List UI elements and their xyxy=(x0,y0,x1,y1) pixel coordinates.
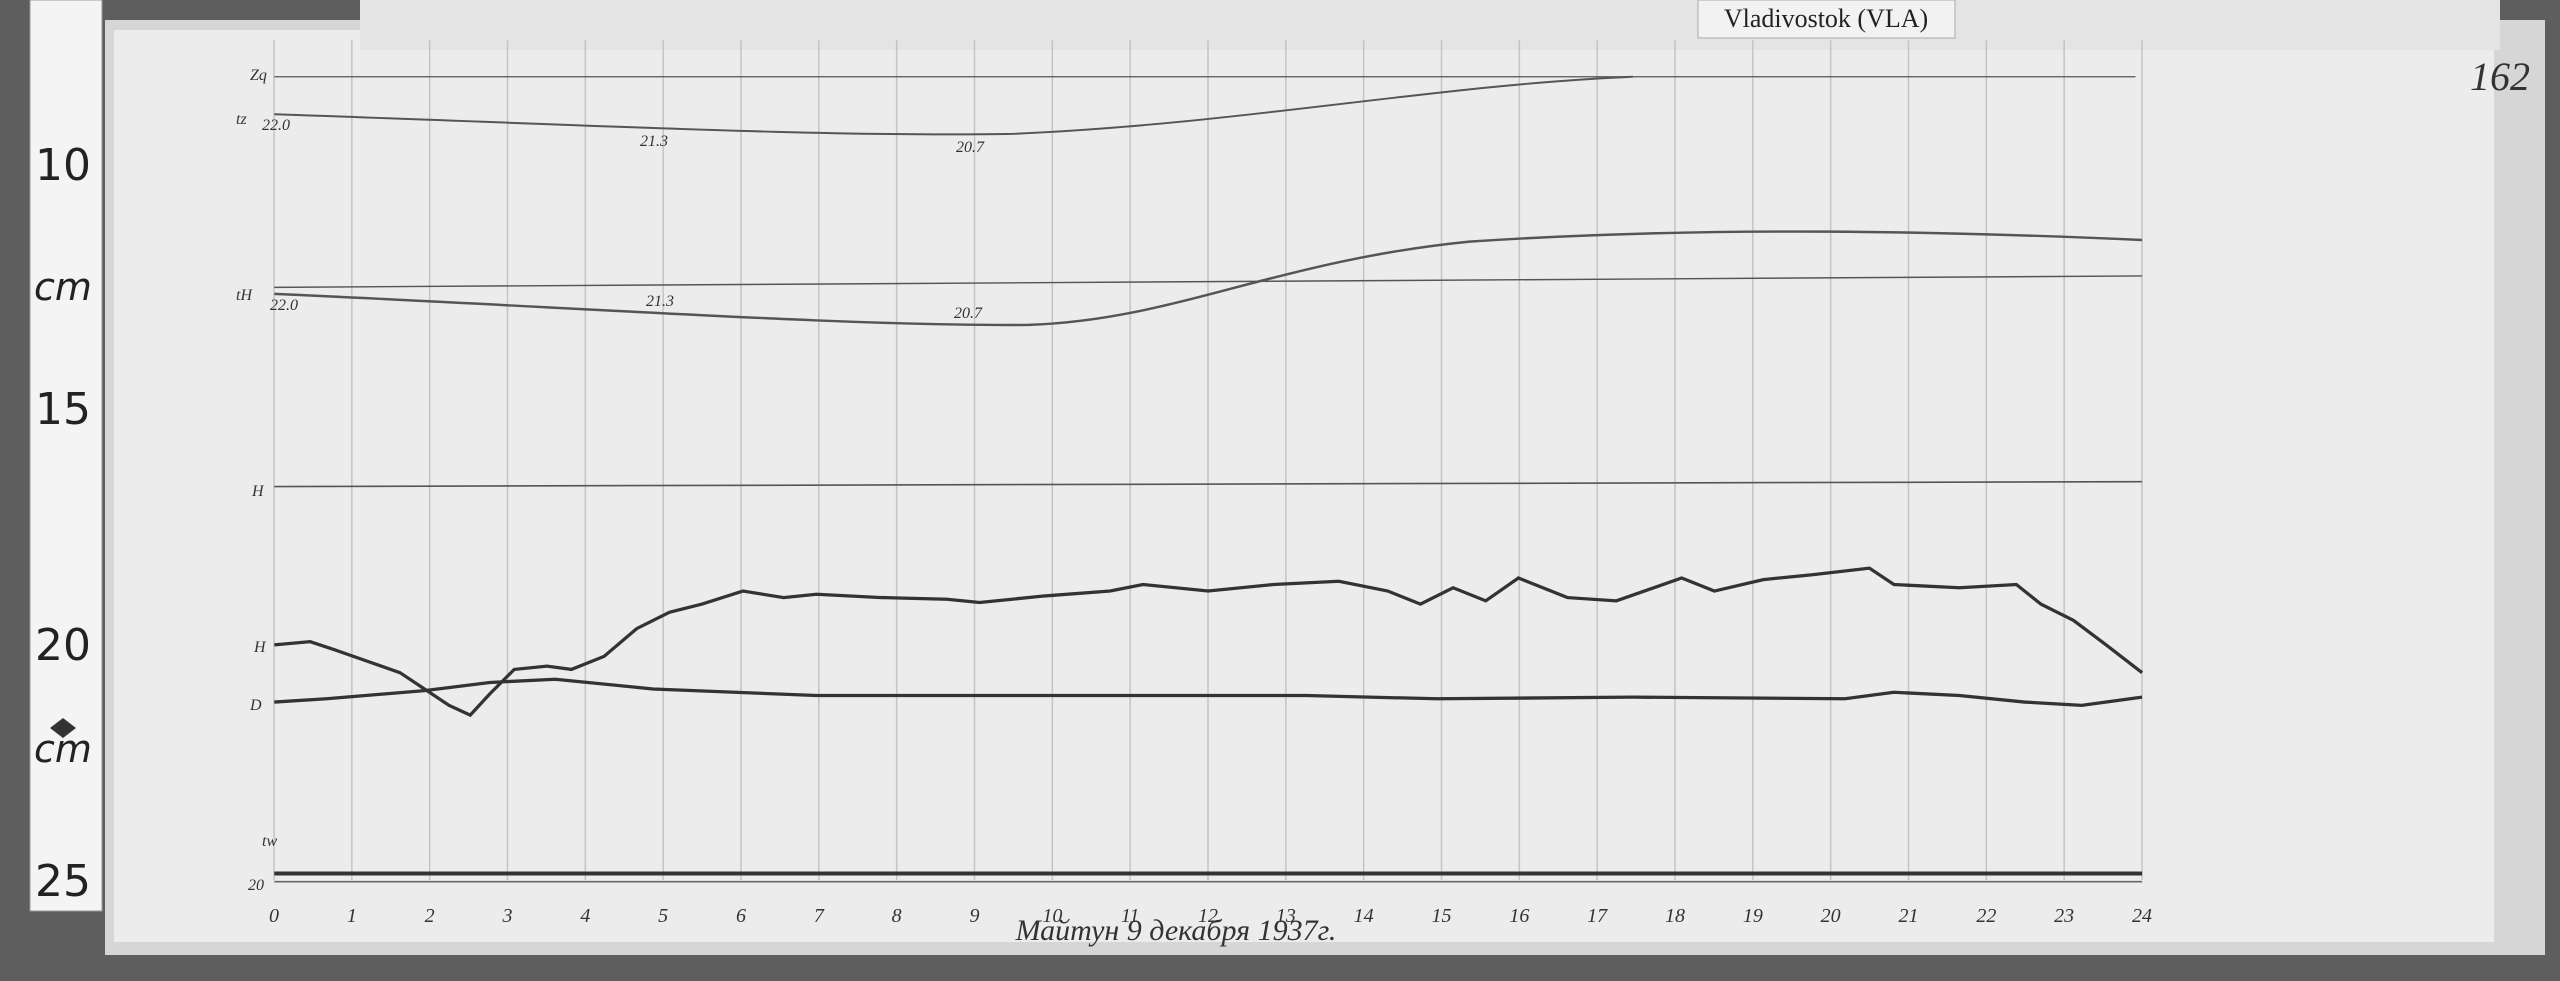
hour-label: 15 xyxy=(1432,905,1452,927)
h-label: H xyxy=(253,639,267,656)
tz-trace xyxy=(274,75,1633,136)
hour-label: 8 xyxy=(892,905,902,927)
station-tag xyxy=(1697,0,1956,39)
h-trace xyxy=(274,566,2144,718)
th-baseline xyxy=(274,275,2143,289)
h0-label: H xyxy=(251,483,265,500)
ruler-label: 25 xyxy=(35,856,91,907)
tw-label: tw xyxy=(262,833,277,850)
hour-label: 20 xyxy=(1821,905,1841,927)
tz-mid: 21.3 xyxy=(640,133,668,150)
ruler-label: 15 xyxy=(35,384,91,435)
ruler-mark xyxy=(50,718,76,738)
hour-label: 24 xyxy=(2132,905,2152,927)
sheet-number: 162 xyxy=(2470,54,2530,99)
th-mid: 21.3 xyxy=(646,293,674,310)
hour-label: 3 xyxy=(502,905,513,927)
hour-label: 17 xyxy=(1587,905,1608,927)
d-trace xyxy=(274,677,2143,707)
hour-label: 4 xyxy=(580,905,590,927)
th-trace xyxy=(274,230,2143,327)
station-name: Vladivostok (VLA) xyxy=(1724,4,1928,33)
th-min: 20.7 xyxy=(954,305,983,322)
caption: Майтун 9 декабря 1937г. xyxy=(1015,914,1337,947)
hour-label: 9 xyxy=(970,905,980,927)
ruler-label: cm xyxy=(34,265,92,309)
hour-label: 6 xyxy=(736,905,746,927)
hour-label: 23 xyxy=(2054,905,2074,927)
z-label: Zq xyxy=(250,67,267,84)
hour-label: 2 xyxy=(425,905,435,927)
ruler xyxy=(29,0,103,912)
hour-label: 1 xyxy=(347,905,357,927)
ruler-label: cm xyxy=(34,727,92,771)
hour-label: 0 xyxy=(269,905,279,927)
hour-label: 18 xyxy=(1665,905,1685,927)
h-baseline xyxy=(274,480,2143,488)
hour-label: 19 xyxy=(1743,905,1763,927)
w-label: 20 xyxy=(248,877,264,894)
d-label: D xyxy=(249,697,262,714)
tz-min: 20.7 xyxy=(956,139,985,156)
hour-label: 22 xyxy=(1976,905,1996,927)
th-start: 22.0 xyxy=(270,297,298,314)
trace-labels: Zq tz 22.0 21.3 20.7 tH 22.0 21.3 20.7 H… xyxy=(236,67,985,894)
hour-label: 13 xyxy=(1276,905,1296,927)
hour-label: 10 xyxy=(1042,905,1062,927)
hour-label: 14 xyxy=(1354,905,1374,927)
hour-label: 16 xyxy=(1509,905,1529,927)
hour-label: 7 xyxy=(814,905,825,927)
ruler-label: 20 xyxy=(35,620,91,671)
tz-start: 22.0 xyxy=(262,117,290,134)
hour-label: 12 xyxy=(1198,905,1218,927)
hour-label: 21 xyxy=(1899,905,1919,927)
th-label: tH xyxy=(236,287,253,304)
traces xyxy=(274,75,2144,883)
hour-label: 5 xyxy=(658,905,668,927)
hour-label: 11 xyxy=(1121,905,1140,927)
ruler-label: 10 xyxy=(35,140,91,191)
paper-top-strip xyxy=(360,0,2500,50)
hour-grid: 0 1 2 3 4 5 6 7 8 9 10 11 12 13 14 15 16 17 18 19 20 21 22 23 24 xyxy=(269,40,2152,927)
tz-label: tz xyxy=(236,111,247,128)
